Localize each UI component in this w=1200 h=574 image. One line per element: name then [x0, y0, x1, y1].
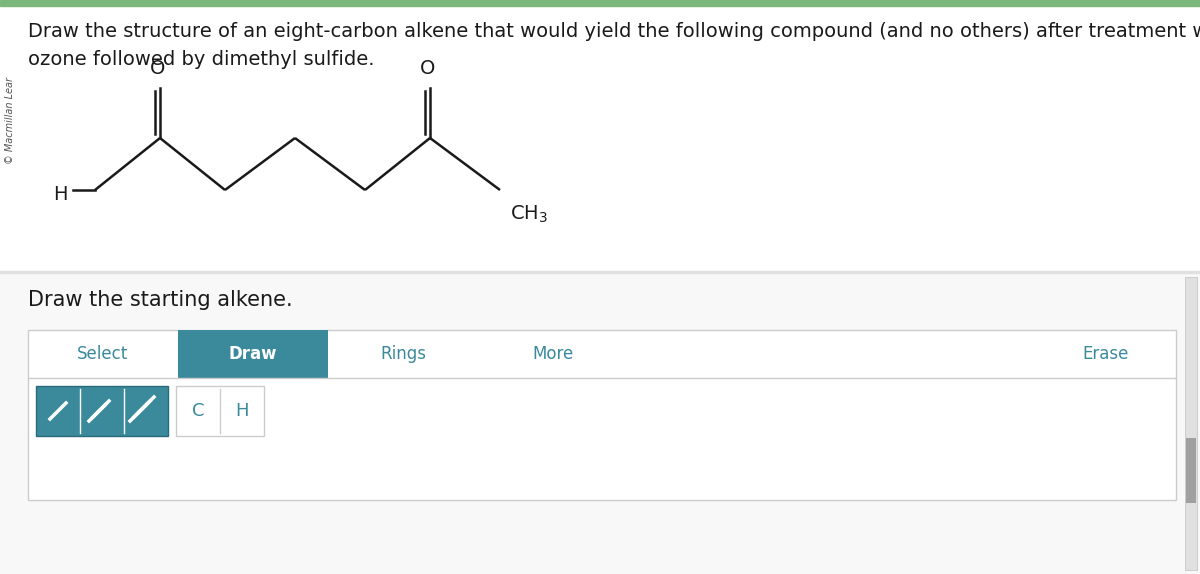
- Text: H: H: [54, 185, 68, 204]
- Bar: [178, 330, 328, 378]
- Bar: [36, 386, 168, 436]
- Bar: [36, 386, 168, 436]
- Text: Draw: Draw: [229, 345, 277, 363]
- Text: H: H: [235, 402, 248, 420]
- Bar: [1186, 438, 1196, 503]
- Text: Rings: Rings: [380, 345, 426, 363]
- Text: O: O: [420, 59, 436, 78]
- Text: CH$_3$: CH$_3$: [510, 204, 548, 226]
- Text: ozone followed by dimethyl sulfide.: ozone followed by dimethyl sulfide.: [28, 50, 374, 69]
- Text: O: O: [150, 59, 166, 78]
- Text: Erase: Erase: [1082, 345, 1129, 363]
- Bar: [176, 386, 264, 436]
- Bar: [0, 0, 1200, 6]
- Text: C: C: [192, 402, 204, 420]
- Text: Draw the starting alkene.: Draw the starting alkene.: [28, 290, 293, 310]
- Text: Draw the structure of an eight-carbon alkene that would yield the following comp: Draw the structure of an eight-carbon al…: [28, 22, 1200, 41]
- Text: More: More: [533, 345, 574, 363]
- Bar: [28, 330, 1176, 500]
- Bar: [1186, 277, 1198, 570]
- Bar: [0, 272, 1200, 574]
- Text: Select: Select: [77, 345, 128, 363]
- Text: © Macmillan Lear: © Macmillan Lear: [5, 76, 16, 164]
- Bar: [0, 271, 1200, 273]
